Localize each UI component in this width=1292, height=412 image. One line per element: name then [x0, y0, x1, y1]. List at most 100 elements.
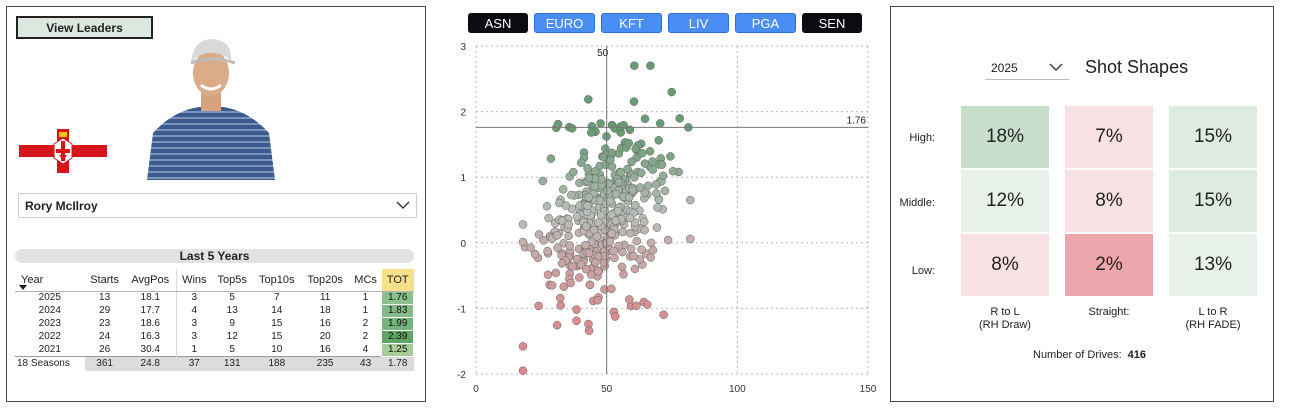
drive-point	[544, 213, 553, 223]
cell-mcs: 4	[362, 343, 369, 355]
x-tick-label: 100	[729, 384, 746, 395]
drives-value: 416	[1127, 349, 1146, 361]
cell-avgpos: 18.1	[140, 292, 160, 304]
drive-point	[625, 229, 635, 238]
drive-point	[627, 157, 636, 167]
drive-point	[648, 157, 657, 166]
drive-point	[607, 229, 617, 238]
drive-point	[591, 258, 600, 267]
shape-cell-low-straight: 2%	[1065, 234, 1153, 296]
column-header-top5s[interactable]: Top5s	[211, 269, 253, 292]
player-stats-panel: View Leaders Rory McIlroy Last 5 Years	[6, 6, 426, 402]
cell-top10s: 188	[252, 355, 301, 371]
cell-year: 2021	[38, 343, 61, 355]
y-tick-label: 0	[460, 239, 466, 250]
drive-point	[534, 301, 543, 311]
cell-top5s: 5	[229, 292, 235, 304]
drive-point	[646, 238, 656, 248]
drive-point	[593, 295, 602, 305]
column-header-mcs[interactable]: MCs	[349, 269, 382, 292]
drive-point	[607, 210, 616, 220]
drive-point	[646, 61, 655, 70]
column-header-top10s[interactable]: Top10s	[252, 269, 301, 292]
drive-point	[575, 273, 584, 282]
column-header-wins[interactable]: Wins	[175, 269, 212, 292]
column-header-tot[interactable]: TOT	[381, 269, 414, 292]
drive-point	[551, 268, 561, 278]
tour-button-kft[interactable]: KFT	[601, 13, 662, 33]
column-header-top20s[interactable]: Top20s	[300, 269, 350, 292]
drive-point	[667, 87, 676, 97]
drive-point	[518, 366, 528, 375]
shape-cell-high-straight: 7%	[1065, 106, 1153, 168]
drive-point	[668, 166, 678, 176]
column-label-straight: Straight:	[1065, 306, 1153, 319]
tour-button-pga[interactable]: PGA	[735, 13, 796, 33]
tour-button-liv[interactable]: LIV	[668, 13, 729, 33]
drive-point	[635, 183, 645, 192]
tour-button-asn[interactable]: ASN	[468, 13, 528, 33]
drive-point	[640, 114, 650, 124]
drive-point	[625, 295, 634, 304]
drive-dispersion-scatter: 3 2 1 0 -1 -2 0 50 100 150 50 1.76	[457, 42, 877, 395]
drive-point	[589, 225, 599, 235]
column-header-label: Year	[21, 273, 44, 286]
row-label-low: Low:	[911, 265, 935, 277]
cell-year: 2025	[38, 292, 61, 304]
shot-shapes-title: Shot Shapes	[1085, 57, 1189, 77]
drive-point	[584, 248, 594, 258]
cell-tot: 2.39	[381, 329, 414, 344]
drive-point	[518, 342, 528, 351]
shape-cell-high-ltor: 15%	[1169, 106, 1257, 168]
drive-point	[607, 162, 617, 171]
cell-starts: 29	[99, 305, 111, 316]
drive-point	[658, 171, 668, 181]
player-dropdown[interactable]: Rory McIlroy	[18, 193, 417, 218]
drive-point	[564, 220, 573, 229]
drive-point	[653, 203, 662, 212]
drive-point	[534, 230, 544, 239]
drive-point	[636, 168, 646, 178]
cell-top5s: 131	[211, 355, 253, 371]
drive-point	[558, 185, 568, 194]
table-row: 2024 29 17.7 4 13 14 18 1 1.83	[15, 303, 414, 318]
drive-point	[666, 152, 675, 161]
row-label-high: High:	[909, 132, 935, 144]
tour-button-sen[interactable]: SEN	[802, 13, 862, 33]
drive-point	[601, 144, 610, 153]
column-header-starts[interactable]: Starts	[84, 269, 125, 292]
column-header-year[interactable]: Year	[15, 269, 85, 292]
drive-point	[607, 284, 616, 294]
drive-point	[645, 147, 655, 156]
drive-point	[637, 245, 646, 254]
drive-point	[630, 173, 639, 182]
drive-point	[565, 241, 574, 250]
cell-wins: 37	[175, 355, 212, 371]
drive-point	[609, 246, 618, 256]
cell-starts: 23	[99, 318, 111, 329]
drive-point	[648, 165, 657, 174]
cell-mcs: 1	[362, 305, 369, 316]
column-header-avgpos[interactable]: AvgPos	[124, 269, 177, 292]
y-tick-label: 2	[460, 108, 466, 119]
drive-point	[618, 227, 627, 237]
reference-x-label: 50	[597, 48, 609, 59]
drive-point	[654, 136, 663, 145]
column-label-line: (RH Draw)	[979, 319, 1031, 331]
drive-point	[539, 236, 548, 245]
year-dropdown[interactable]: 2025	[985, 56, 1069, 80]
drive-point	[619, 120, 628, 130]
y-tick-label: 3	[460, 42, 466, 53]
drive-point	[557, 259, 567, 268]
cell-top5s: 12	[226, 331, 238, 342]
drive-point	[663, 235, 673, 245]
drive-point	[518, 220, 528, 229]
view-leaders-button[interactable]: View Leaders	[16, 16, 153, 39]
cell-avgpos: 17.7	[140, 305, 160, 316]
tour-button-euro[interactable]: EURO	[534, 13, 595, 33]
column-label-ltor: L to R (RH FADE)	[1169, 306, 1257, 332]
drive-point	[530, 249, 540, 259]
drive-point	[611, 216, 620, 225]
cell-tot: 1.78	[381, 355, 414, 371]
drive-point	[587, 128, 596, 137]
